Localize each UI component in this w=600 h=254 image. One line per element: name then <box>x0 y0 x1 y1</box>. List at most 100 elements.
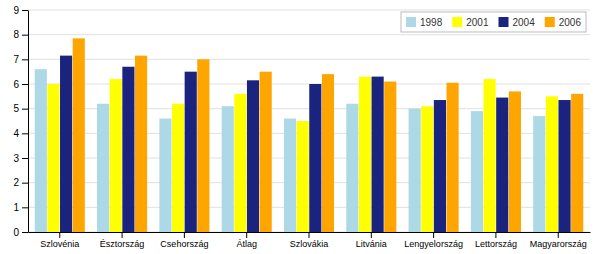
legend-label: 1998 <box>420 17 443 28</box>
bars <box>35 38 584 232</box>
y-tick-mark <box>22 59 28 60</box>
chart: Szlovénia Észtország Csehország Átlag Szlová… <box>0 0 600 254</box>
y-tick-label: 2 <box>13 177 19 188</box>
bar <box>60 56 72 232</box>
x-tick-label: Magyarország <box>530 239 587 249</box>
y-tick: 5 <box>13 103 28 114</box>
x-tick-mark <box>433 232 434 238</box>
x-tick-mark <box>495 232 496 238</box>
bar <box>509 91 521 232</box>
x-tick: Szlovénia <box>40 232 79 249</box>
legend-label: 2001 <box>466 17 489 28</box>
bar <box>384 82 396 232</box>
bar <box>260 72 272 232</box>
x-tick-mark <box>558 232 559 238</box>
y-tick-mark <box>22 133 28 134</box>
bar <box>533 116 545 232</box>
legend-swatch <box>452 17 462 27</box>
y-tick-mark <box>22 10 28 11</box>
bar <box>322 74 334 232</box>
y-tick-mark <box>22 158 28 159</box>
y-tick-label: 6 <box>13 79 19 90</box>
legend-swatch <box>406 17 416 27</box>
y-tick: 1 <box>13 202 28 213</box>
x-tick-label: Szlovénia <box>40 239 79 249</box>
bar <box>159 119 171 232</box>
y-tick-label: 8 <box>13 29 19 40</box>
x-tick: Csehország <box>160 232 208 249</box>
x-tick: Szlovákia <box>290 232 329 249</box>
legend-swatch <box>545 17 555 27</box>
bar <box>197 59 209 232</box>
y-axis: 0 1 2 3 4 5 6 7 8 9 <box>13 5 28 238</box>
bar <box>135 56 147 232</box>
y-tick-label: 0 <box>13 227 19 238</box>
grid-line <box>28 59 590 60</box>
y-tick: 0 <box>13 227 28 238</box>
bar <box>172 104 184 232</box>
bar <box>35 69 47 232</box>
x-tick-label: Átlag <box>236 239 257 249</box>
y-tick: 8 <box>13 29 28 40</box>
bar <box>484 79 496 232</box>
legend-item: 1998 <box>406 17 443 28</box>
y-tick-mark <box>22 183 28 184</box>
bar-series <box>35 69 546 232</box>
y-tick: 4 <box>13 128 28 139</box>
grid <box>28 10 590 232</box>
bar <box>73 38 85 232</box>
legend-box <box>401 12 586 32</box>
y-tick-mark <box>22 35 28 36</box>
x-tick-label: Csehország <box>160 239 208 249</box>
legend-label: 2006 <box>559 17 582 28</box>
y-tick-mark <box>22 232 28 233</box>
legend: 1998 2001 2004 2006 <box>401 12 586 32</box>
y-tick: 6 <box>13 79 28 90</box>
bar <box>110 79 122 232</box>
y-tick-label: 1 <box>13 202 19 213</box>
bar <box>47 84 59 232</box>
x-tick: Lettország <box>475 232 517 249</box>
legend-item: 2001 <box>452 17 489 28</box>
x-tick: Átlag <box>236 232 257 249</box>
bar <box>247 80 259 232</box>
bar <box>471 111 483 232</box>
y-tick-label: 4 <box>13 128 19 139</box>
grid-line <box>28 34 590 35</box>
grid-line <box>28 10 590 11</box>
x-tick-mark <box>309 232 310 238</box>
x-tick-mark <box>122 232 123 238</box>
bar-series <box>73 38 584 232</box>
y-tick-label: 7 <box>13 54 19 65</box>
legend-swatch <box>499 17 509 27</box>
y-tick-mark <box>22 207 28 208</box>
y-tick: 9 <box>13 5 28 16</box>
bar <box>546 96 558 232</box>
legend-label: 2004 <box>513 17 536 28</box>
x-tick: Litvánia <box>356 232 387 249</box>
bar <box>234 94 246 232</box>
bar <box>185 72 197 232</box>
y-axis-line <box>28 11 29 233</box>
y-tick-label: 5 <box>13 103 19 114</box>
y-tick: 7 <box>13 54 28 65</box>
x-axis: Szlovénia Észtország Csehország Átlag Szlová… <box>29 232 591 249</box>
bar <box>372 77 384 232</box>
x-tick: Magyarország <box>530 232 587 249</box>
legend-item: 2006 <box>545 17 582 28</box>
bar <box>434 100 446 232</box>
x-tick: Észtország <box>100 232 145 249</box>
bar <box>309 84 321 232</box>
bar <box>571 94 583 232</box>
y-tick: 2 <box>13 177 28 188</box>
x-tick-label: Lengyelország <box>404 239 463 249</box>
bar <box>359 77 371 232</box>
y-tick: 3 <box>13 153 28 164</box>
legend-item: 2004 <box>499 17 536 28</box>
bar <box>409 109 421 232</box>
x-tick-label: Litvánia <box>356 239 387 249</box>
x-tick-mark <box>371 232 372 238</box>
bar <box>297 121 309 232</box>
plot: Szlovénia Észtország Csehország Átlag Szlová… <box>13 5 590 250</box>
bar-series <box>60 56 571 232</box>
